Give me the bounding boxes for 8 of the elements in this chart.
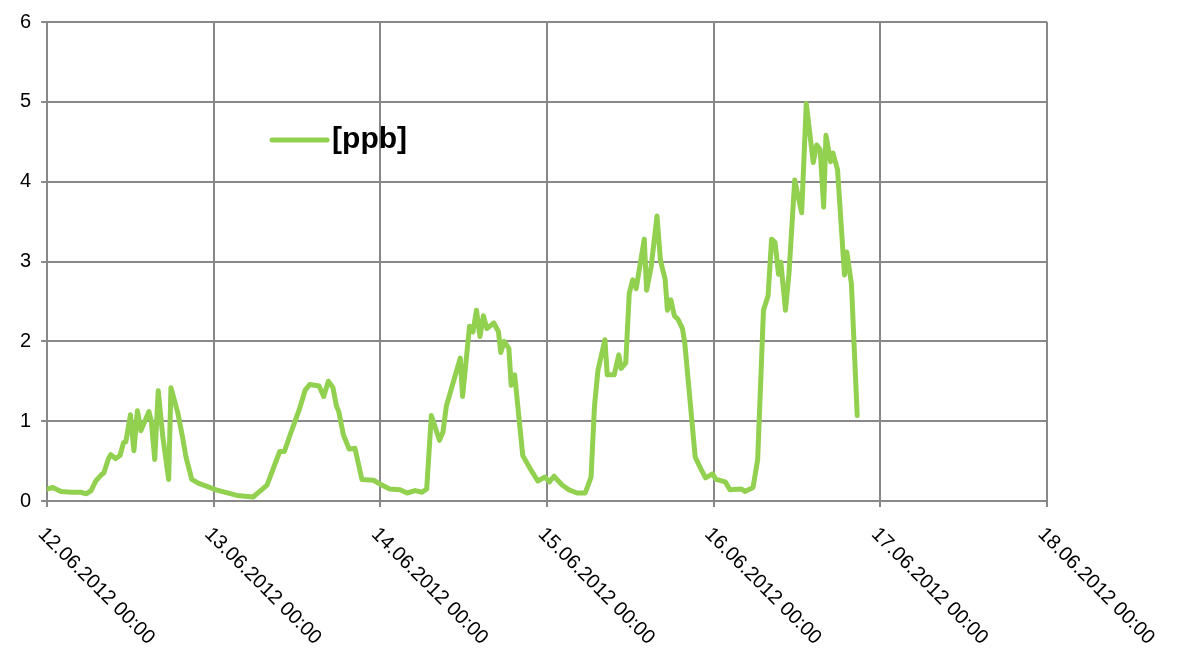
y-tick-label: 4 xyxy=(20,169,32,192)
legend-label: [ppb] xyxy=(332,121,408,155)
y-tick-label: 2 xyxy=(20,328,32,351)
y-tick-label: 1 xyxy=(20,408,32,431)
y-tick-label: 3 xyxy=(20,249,32,272)
y-tick-label: 6 xyxy=(20,9,32,32)
y-tick-label: 5 xyxy=(20,89,32,112)
y-tick-label: 0 xyxy=(20,488,32,511)
